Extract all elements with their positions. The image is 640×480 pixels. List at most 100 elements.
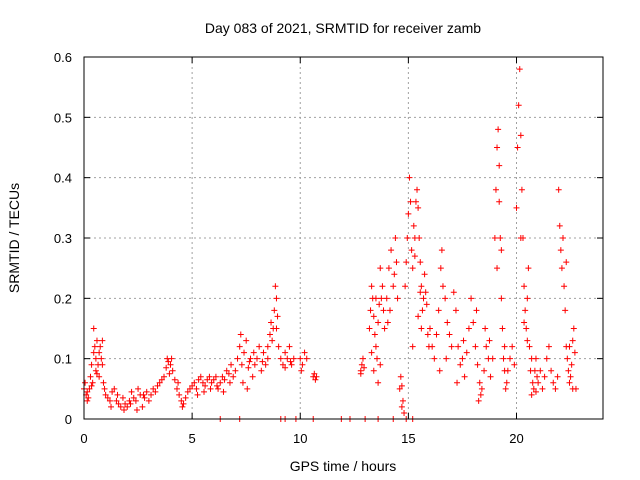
data-point: [565, 367, 572, 374]
data-point: [417, 289, 424, 296]
data-point: [409, 343, 416, 350]
data-point: [524, 337, 531, 344]
data-point: [96, 373, 103, 380]
data-point: [101, 385, 108, 392]
data-point: [424, 331, 431, 338]
data-point: [437, 265, 444, 272]
data-point: [461, 373, 468, 380]
data-point: [111, 385, 118, 392]
data-point: [402, 283, 409, 290]
data-point: [454, 379, 461, 386]
data-point: [282, 349, 289, 356]
data-point: [561, 283, 568, 290]
data-point: [372, 295, 379, 302]
data-point: [383, 295, 390, 302]
data-point: [290, 355, 297, 362]
data-point: [517, 235, 524, 241]
data-point: [215, 385, 222, 392]
data-point: [161, 373, 168, 380]
data-point: [115, 400, 122, 407]
data-point: [313, 373, 320, 380]
data-point: [119, 394, 126, 401]
data-point: [264, 343, 271, 350]
data-point: [163, 364, 170, 371]
data-point: [193, 385, 200, 392]
data-point: [143, 388, 150, 395]
data-point: [210, 376, 217, 383]
data-point: [121, 406, 128, 413]
data-point: [145, 397, 152, 404]
data-point: [274, 313, 281, 320]
y-tick-label: 0.2: [54, 291, 72, 306]
data-point: [379, 283, 386, 290]
data-point: [303, 355, 310, 362]
data-point: [178, 397, 185, 404]
x-tick-label: 0: [80, 431, 87, 446]
data-point: [511, 361, 518, 368]
data-point: [450, 289, 457, 296]
data-point: [396, 385, 403, 392]
data-point: [522, 307, 529, 314]
data-point: [249, 373, 256, 380]
data-point: [117, 403, 124, 410]
data-point: [184, 388, 191, 395]
data-point: [141, 394, 148, 401]
data-point: [367, 307, 374, 314]
data-point: [401, 409, 408, 416]
data-point: [199, 379, 206, 386]
data-point: [412, 198, 419, 205]
data-point: [388, 247, 395, 254]
data-point: [415, 204, 422, 211]
data-point: [381, 325, 388, 332]
data-point: [223, 367, 230, 374]
data-point: [191, 379, 198, 386]
data-point: [422, 289, 429, 296]
data-point: [537, 367, 544, 374]
data-point: [247, 355, 254, 362]
data-point: [298, 367, 305, 374]
data-point: [498, 247, 505, 254]
y-tick-label: 0.6: [54, 50, 72, 65]
data-point: [377, 265, 384, 272]
data-point: [372, 343, 379, 350]
data-point: [99, 337, 106, 344]
data-point: [88, 382, 95, 389]
data-point: [90, 325, 97, 332]
data-point: [82, 379, 89, 386]
data-point: [106, 397, 113, 404]
y-tick-label: 0: [65, 412, 72, 427]
data-point: [478, 385, 485, 392]
data-point: [473, 307, 480, 314]
data-point: [414, 186, 421, 193]
data-point: [311, 370, 318, 377]
data-point: [370, 313, 377, 320]
data-point: [550, 379, 557, 386]
data-point: [109, 388, 116, 395]
data-point: [124, 403, 131, 410]
data-point: [390, 283, 397, 290]
data-point: [243, 337, 250, 344]
data-point: [204, 376, 211, 383]
data-point: [552, 385, 559, 392]
data-point: [393, 259, 400, 266]
data-point: [543, 355, 550, 362]
data-point: [220, 388, 227, 395]
data-point: [148, 391, 155, 398]
data-point: [84, 397, 91, 404]
data-point: [228, 361, 235, 368]
data-point: [477, 391, 484, 398]
data-point: [411, 253, 418, 260]
data-point: [139, 403, 146, 410]
data-point: [113, 397, 120, 404]
data-point: [418, 325, 425, 332]
data-point: [404, 235, 411, 241]
data-point: [92, 367, 99, 374]
data-point: [284, 355, 291, 362]
data-point: [468, 295, 475, 302]
data-point: [419, 307, 426, 314]
data-point: [180, 400, 187, 407]
data-point: [376, 301, 383, 308]
data-point: [186, 385, 193, 392]
data-point: [531, 367, 538, 374]
data-point: [260, 349, 267, 356]
